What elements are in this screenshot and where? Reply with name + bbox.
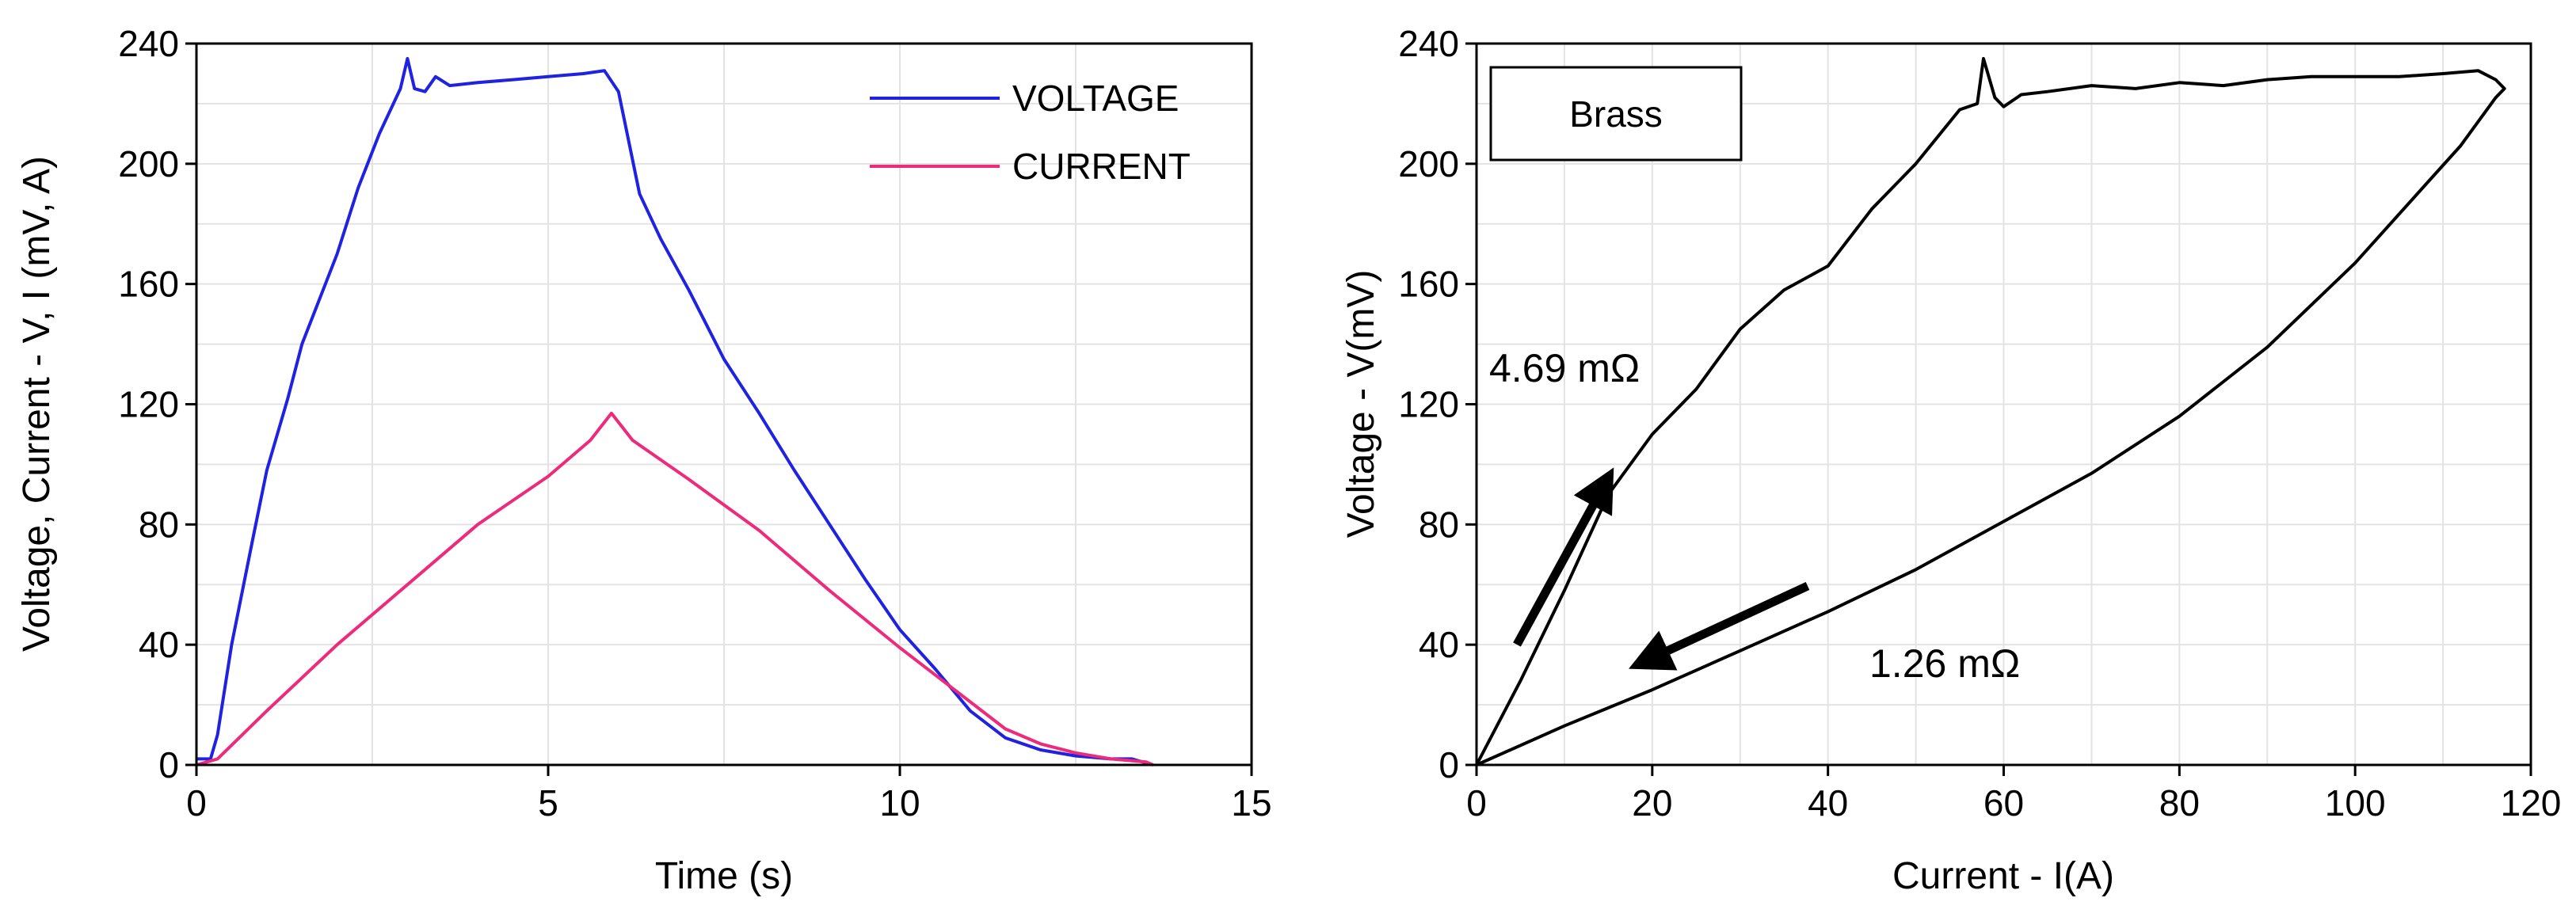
left-ticks: 0 5 10 15 0 40 80 120 160 200 240: [118, 23, 1271, 824]
right-x-tick-label: 60: [1983, 782, 2024, 824]
left-x-tick-label: 15: [1231, 782, 1271, 824]
right-x-tick-label: 20: [1632, 782, 1672, 824]
resistance-annotation-loading: 4.69 mΩ: [1489, 346, 1640, 390]
left-x-axis-label: Time (s): [655, 855, 793, 897]
right-x-tick-label: 100: [2325, 782, 2386, 824]
right-series-line-brass-i-v-loop: [1475, 57, 2506, 767]
left-series-line-current: [196, 411, 1154, 767]
material-box-frame: [1489, 66, 1743, 162]
right-y-tick-label: 200: [1398, 143, 1459, 185]
left-x-tick-label: 10: [879, 782, 920, 824]
right-x-axis-label: Current - I(A): [1892, 855, 2114, 897]
material-box: Brass: [1489, 66, 1743, 162]
left-x-tick-label: 5: [538, 782, 558, 824]
left-y-tick-label: 120: [118, 384, 179, 425]
left-y-axis-label: Voltage, Current - V, I (mV, A): [16, 156, 58, 652]
resistance-annotation-unloading: 1.26 mΩ: [1869, 641, 2020, 686]
loading-direction-arrow: [1513, 467, 1614, 647]
left-y-tick-label: 160: [118, 264, 179, 305]
legend-voltage-label: VOLTAGE: [1012, 78, 1179, 119]
right-ticks: 0 20 40 60 80 100 120 0 40 80 120 160 200 240: [1398, 23, 2561, 824]
right-x-tick-label: 120: [2501, 782, 2562, 824]
left-y-tick-label: 0: [158, 744, 179, 786]
left-y-tick-label: 40: [139, 624, 179, 665]
left-grid: [196, 44, 1252, 765]
right-x-tick-label: 40: [1808, 782, 1848, 824]
left-y-tick-label: 80: [139, 504, 179, 545]
material-label: Brass: [1569, 93, 1663, 135]
iv-loop-chart: 0 20 40 60 80 100 120 0 40 80 120 160 200 240 Brass 4…: [1340, 23, 2561, 897]
unloading-direction-arrow: [1629, 582, 1810, 671]
right-y-tick-label: 240: [1398, 23, 1459, 64]
right-y-tick-label: 120: [1398, 384, 1459, 425]
legend-current-label: CURRENT: [1012, 146, 1191, 187]
right-x-tick-label: 0: [1466, 782, 1487, 824]
right-y-tick-label: 40: [1419, 624, 1459, 665]
left-x-tick-label: 0: [186, 782, 207, 824]
legend: VOLTAGE CURRENT: [870, 78, 1191, 187]
right-series: [1475, 57, 2506, 767]
left-series: [196, 57, 1154, 767]
right-y-tick-label: 0: [1439, 744, 1459, 786]
right-y-tick-label: 80: [1419, 504, 1459, 545]
left-y-tick-label: 200: [118, 143, 179, 185]
right-grid: [1477, 44, 2531, 765]
right-y-tick-label: 160: [1398, 264, 1459, 305]
left-y-tick-label: 240: [118, 23, 179, 64]
right-y-axis-label: Voltage - V(mV): [1340, 270, 1382, 538]
right-x-tick-label: 80: [2159, 782, 2200, 824]
